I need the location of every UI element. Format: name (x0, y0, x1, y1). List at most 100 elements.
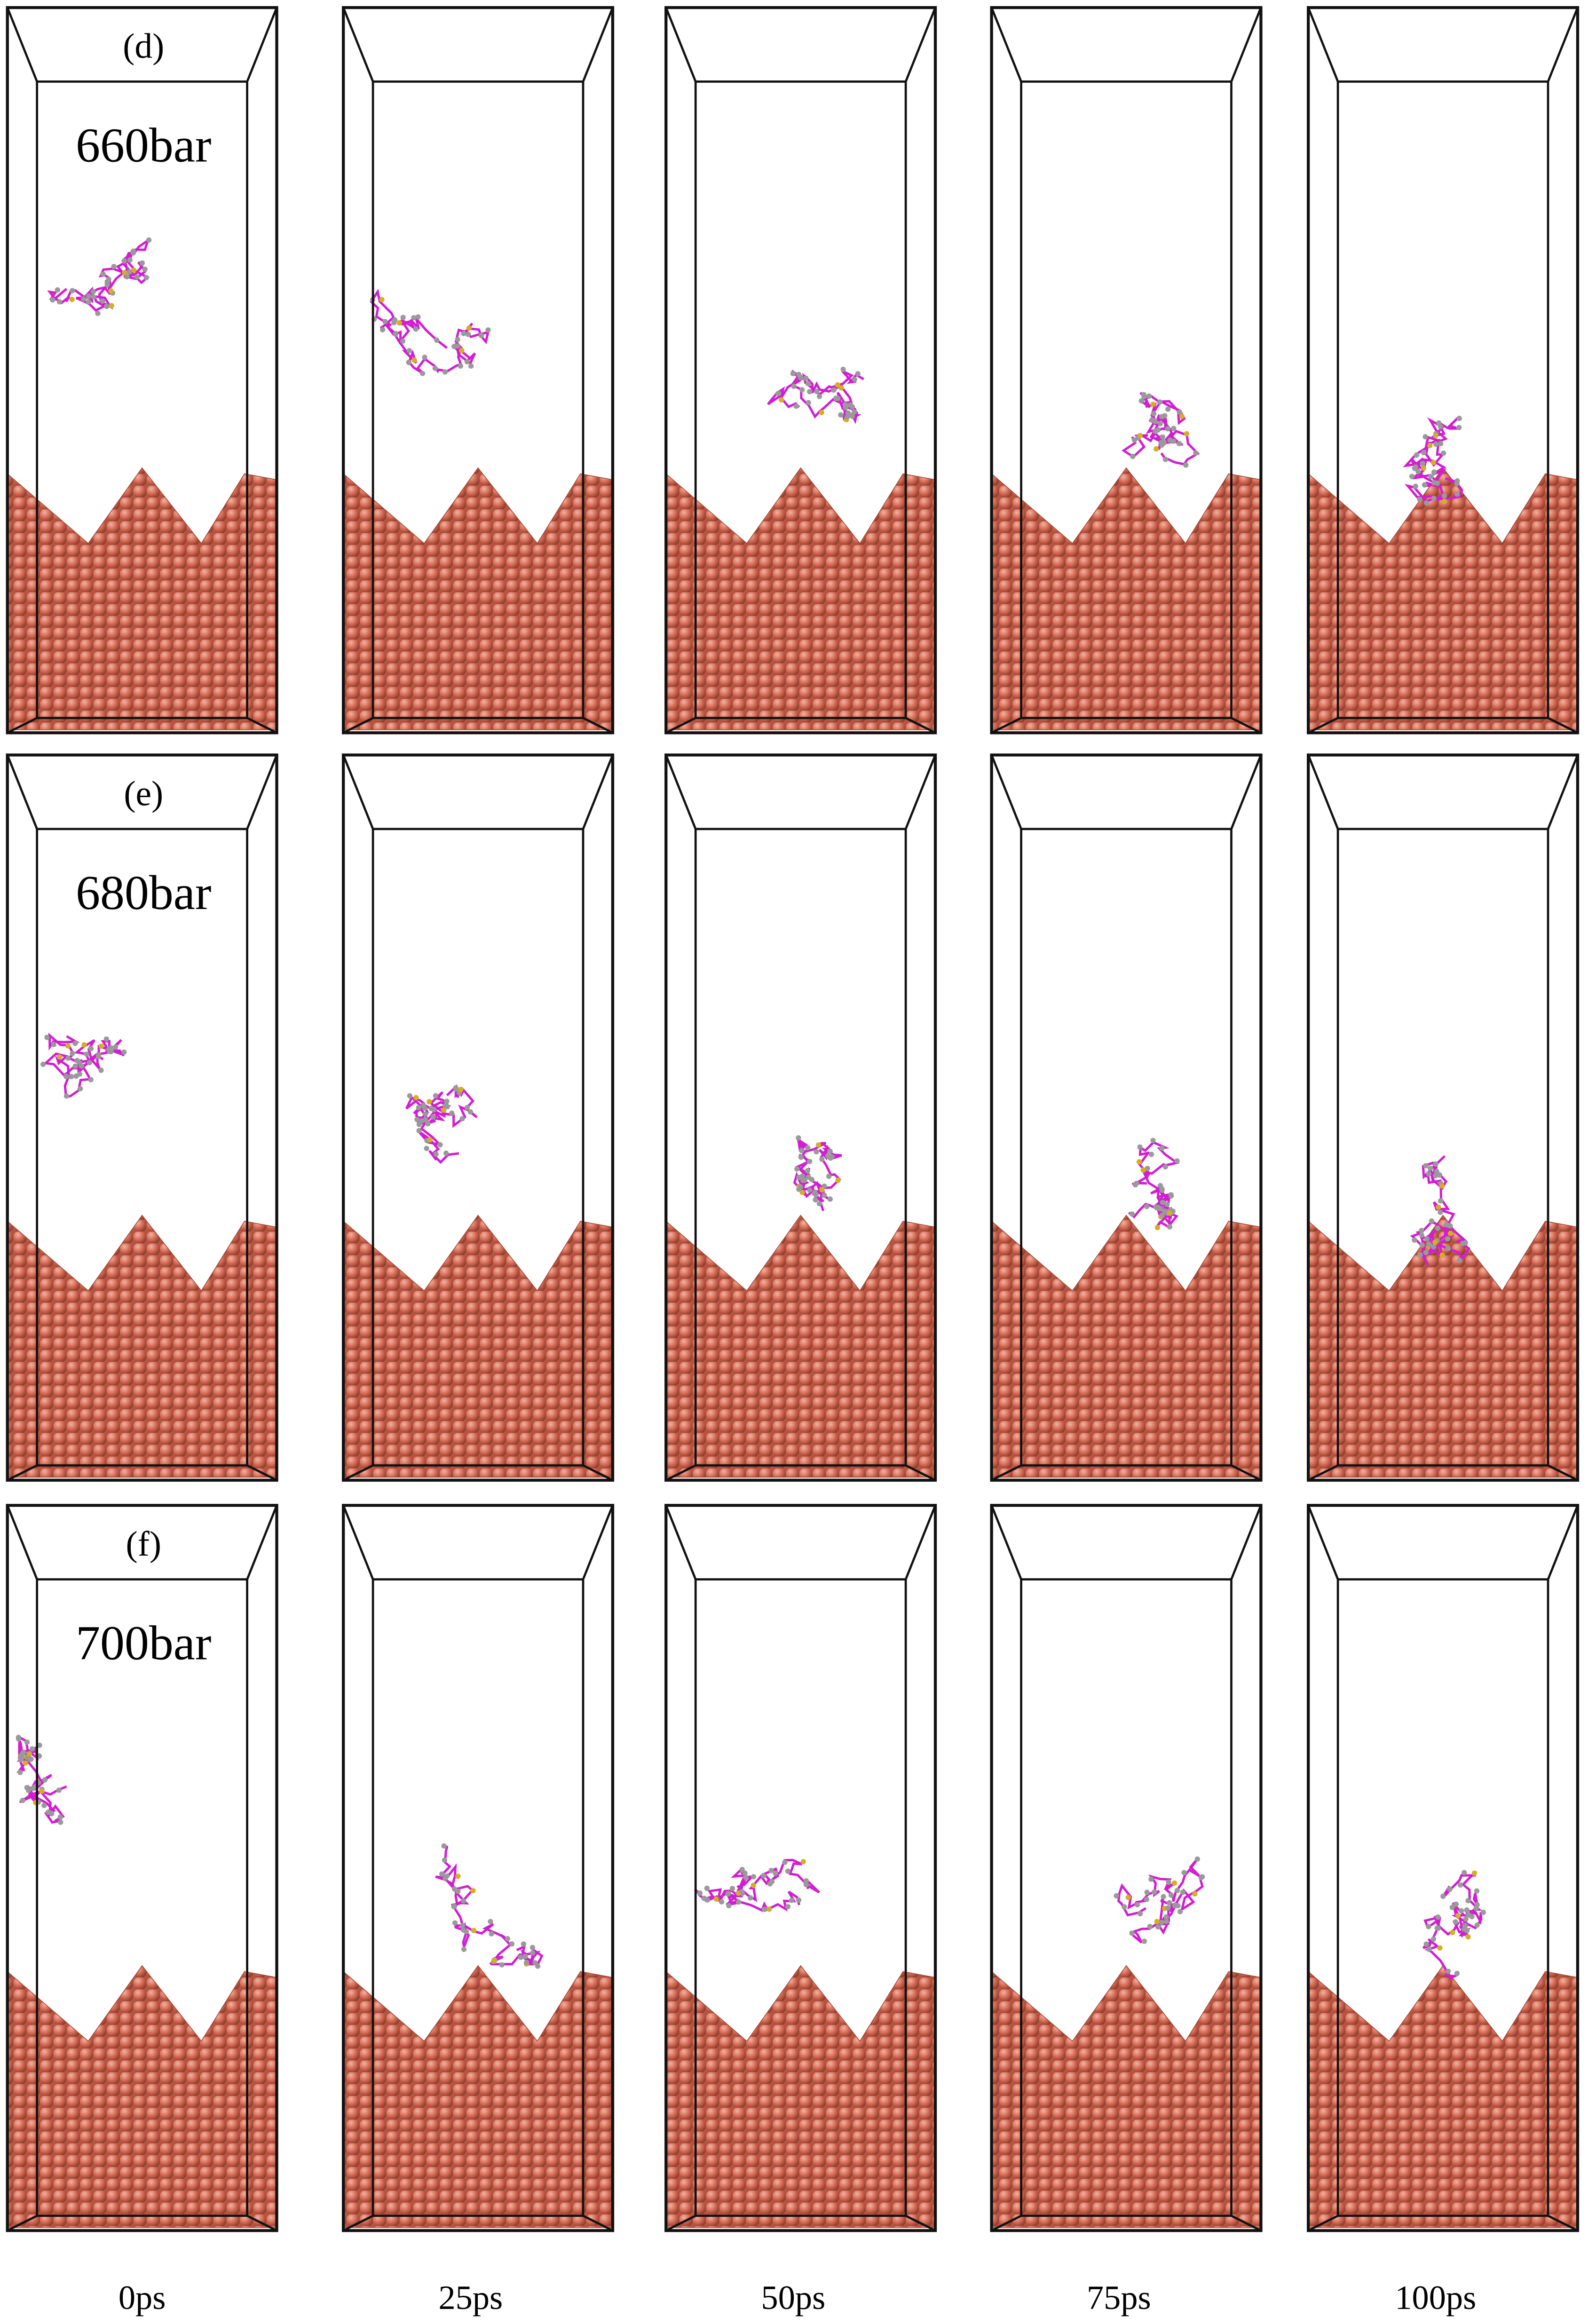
molecule-atom (1438, 1198, 1444, 1204)
molecule-atom (499, 1962, 505, 1968)
molecule-atom (1427, 1166, 1433, 1171)
molecule-atom (803, 1882, 809, 1888)
box-outer (664, 6, 937, 735)
box-edge (6, 754, 38, 830)
molecule-atom (88, 1077, 94, 1083)
molecule-atom (751, 1882, 756, 1888)
molecule-atom (441, 1107, 447, 1113)
molecule-atom (1453, 1919, 1458, 1925)
molecule-atom (835, 382, 840, 388)
molecule-atom (84, 1051, 89, 1057)
molecule-atom (806, 381, 811, 387)
molecule-atom (100, 271, 106, 277)
molecule-atom (726, 1903, 732, 1909)
box-inner (371, 1578, 585, 2217)
box-edge (665, 2214, 696, 2232)
molecule-atom (1455, 1913, 1461, 1919)
molecule-atom (1424, 1236, 1430, 1242)
molecule-atom (1454, 1970, 1460, 1976)
molecule-atom (106, 277, 111, 282)
molecule-atom (1446, 1968, 1451, 1974)
box-outer (6, 753, 278, 1482)
molecule-atom (131, 267, 137, 273)
molecule-atom (1170, 438, 1177, 444)
molecule-atom (812, 1189, 818, 1195)
molecule-atom (1457, 1882, 1463, 1888)
box-edge (665, 1505, 697, 1580)
molecule-atom (1427, 443, 1433, 449)
box-inner (1336, 80, 1549, 719)
molecule-atom (766, 1906, 772, 1912)
molecule-atom (1480, 1909, 1486, 1915)
snapshot (990, 6, 1263, 735)
box-inner (371, 828, 585, 1467)
molecule-atom (459, 1116, 465, 1122)
molecule-atom (1449, 1905, 1455, 1910)
time-label: 75ps (1087, 2279, 1151, 2316)
molecule-atom (1433, 1161, 1438, 1167)
molecule-atom (1430, 459, 1436, 466)
molecule-atom (470, 1888, 476, 1894)
box-edge (990, 1505, 1022, 1580)
box-edge (246, 1505, 278, 1580)
molecule-atom (1153, 428, 1158, 434)
molecule-atom (63, 1074, 69, 1079)
molecule-atom (852, 409, 857, 415)
molecule-atom (1415, 469, 1421, 474)
molecule-atom (63, 1093, 70, 1099)
molecule-atom (453, 1086, 459, 1092)
molecule-atom (1421, 450, 1427, 456)
molecule-atom (56, 299, 63, 305)
molecule-atom (1163, 1919, 1169, 1924)
molecule-atom (55, 287, 61, 293)
molecule-atom (1174, 1888, 1180, 1893)
molecule-atom (814, 1149, 819, 1154)
copper-surface (1308, 467, 1578, 730)
molecule-atom (489, 1931, 494, 1937)
molecule-atom (852, 377, 858, 382)
molecule-atom (1183, 462, 1189, 468)
box-edge (1547, 7, 1579, 82)
molecule-atom (74, 1058, 80, 1063)
molecule-atom (121, 1049, 127, 1055)
box-edge (7, 717, 38, 734)
snapshot (342, 1504, 615, 2232)
time-label: 0ps (119, 2279, 166, 2316)
box-outer (990, 1504, 1263, 2232)
molecule-atom (124, 274, 130, 280)
label-bg (48, 96, 242, 185)
molecule-atom (761, 1873, 766, 1879)
molecule-atom (1448, 1231, 1454, 1236)
molecule-atom (87, 1060, 93, 1066)
molecule-atom (112, 1044, 119, 1050)
box-edge (1230, 7, 1262, 82)
box-outer (1307, 753, 1580, 1482)
molecule-atom (843, 405, 848, 411)
copper-surface (343, 1965, 613, 2228)
box-outer (990, 753, 1263, 1482)
molecule-atom (422, 355, 427, 360)
molecule-atom (1441, 450, 1446, 456)
panel-label: (f) (126, 1525, 161, 1564)
box-edge (1547, 754, 1579, 830)
molecule-atom (822, 1192, 827, 1198)
molecule-atom (28, 1756, 34, 1762)
molecule-atom (427, 1099, 432, 1105)
molecule-atom (1438, 424, 1444, 430)
box-edge (665, 1464, 696, 1481)
molecule-atom (1159, 1920, 1164, 1925)
molecule-atom (400, 338, 406, 344)
molecule-atom (39, 1788, 45, 1794)
molecule-atom (1162, 457, 1169, 462)
molecule-atom (799, 1148, 805, 1154)
box-outer (6, 1504, 278, 2232)
box-edge (1308, 2214, 1339, 2232)
molecule-atom (831, 387, 837, 393)
molecule-atom (1163, 1914, 1169, 1920)
box-inner (36, 80, 248, 719)
molecule-atom (51, 1042, 56, 1047)
molecule-atom (16, 1736, 22, 1742)
molecule-atom (743, 1874, 749, 1880)
molecule-atom (1168, 1892, 1174, 1898)
molecule-atom (838, 385, 844, 391)
